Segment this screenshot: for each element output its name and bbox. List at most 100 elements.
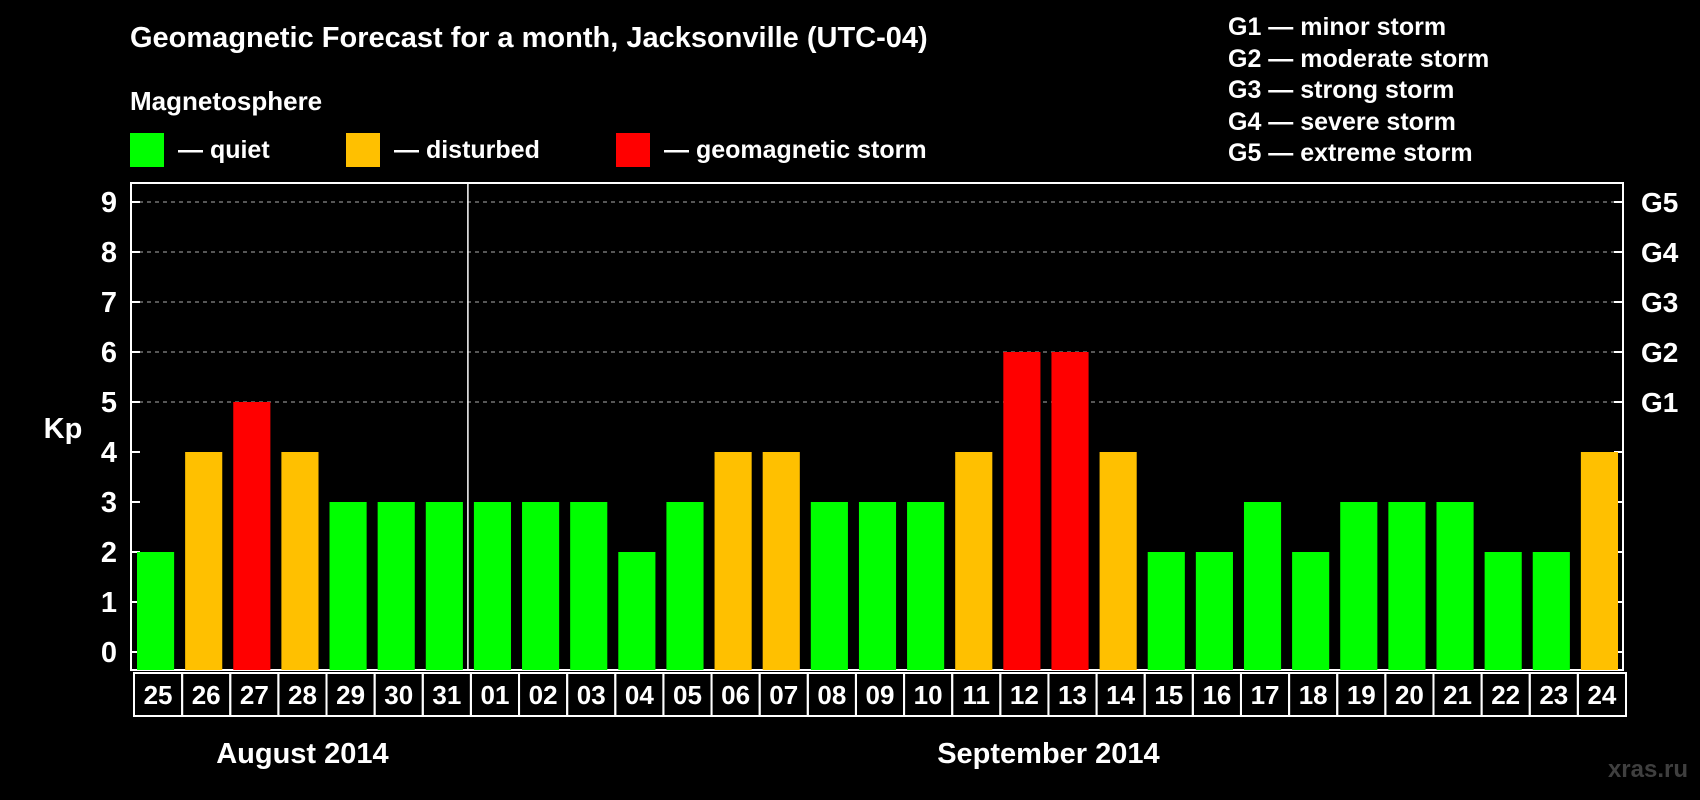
- x-tick-label-10: 10: [914, 680, 943, 710]
- bar-25: [137, 552, 175, 670]
- bar-04: [618, 552, 656, 670]
- right-axis-label-g5: G5: [1641, 187, 1678, 218]
- bar-10: [907, 502, 945, 670]
- x-tick-label-12: 12: [1010, 680, 1039, 710]
- watermark: xras.ru: [1607, 756, 1688, 783]
- date-cell-24: [1576, 672, 1628, 717]
- storm-level-list: G1 — minor storm G2 — moderate storm G3 …: [1228, 12, 1489, 170]
- y-axis-label: Kp: [44, 413, 83, 445]
- x-tick-label-08: 08: [817, 680, 846, 710]
- bar-24: [1580, 452, 1618, 670]
- y-tick-label-1: 1: [101, 587, 117, 619]
- x-tick-label-27: 27: [240, 680, 269, 710]
- bar-13: [1051, 352, 1089, 670]
- x-tick-label-22: 22: [1491, 680, 1520, 710]
- legend-item-disturbed: — disturbed: [346, 133, 540, 167]
- x-tick-label-29: 29: [336, 680, 365, 710]
- right-axis-label-g4: G4: [1641, 237, 1679, 268]
- bar-11: [955, 452, 993, 670]
- storm-level-g1: G1 — minor storm: [1228, 13, 1447, 41]
- x-tick-label-06: 06: [721, 680, 750, 710]
- x-tick-label-14: 14: [1106, 680, 1135, 710]
- storm-level-g5: G5 — extreme storm: [1228, 139, 1473, 167]
- bar-07: [762, 452, 800, 670]
- legend-swatch-storm: [616, 133, 650, 167]
- x-tick-label-21: 21: [1443, 680, 1472, 710]
- bar-28: [281, 452, 319, 670]
- x-tick-label-20: 20: [1395, 680, 1424, 710]
- x-tick-label-03: 03: [577, 680, 606, 710]
- x-tick-label-26: 26: [192, 680, 221, 710]
- x-tick-label-23: 23: [1539, 680, 1568, 710]
- x-tick-label-30: 30: [384, 680, 413, 710]
- bar-09: [858, 502, 897, 670]
- bar-12: [1003, 352, 1041, 670]
- y-tick-label-5: 5: [101, 387, 117, 419]
- x-tick-label-15: 15: [1154, 680, 1183, 710]
- bar-15: [1147, 552, 1185, 670]
- bar-31: [425, 502, 463, 670]
- bar-01: [473, 502, 512, 670]
- x-tick-label-24: 24: [1587, 680, 1616, 710]
- legend-heading: Magnetosphere: [130, 86, 323, 116]
- bar-05: [666, 502, 704, 670]
- storm-level-g2: G2 — moderate storm: [1228, 44, 1490, 73]
- y-tick-label-9: 9: [101, 187, 117, 219]
- x-tick-label-16: 16: [1202, 680, 1231, 710]
- chart-title: Geomagnetic Forecast for a month, Jackso…: [130, 22, 928, 54]
- x-tick-label-13: 13: [1058, 680, 1087, 710]
- legend-item-storm: — geomagnetic storm: [616, 133, 927, 167]
- x-tick-label-17: 17: [1251, 680, 1280, 710]
- legend-label-disturbed: — disturbed: [394, 135, 540, 164]
- x-tick-label-31: 31: [432, 680, 461, 710]
- y-tick-label-8: 8: [101, 237, 117, 269]
- month-label-august: August 2014: [216, 738, 388, 770]
- bar-29: [329, 502, 367, 670]
- bar-16: [1195, 552, 1233, 670]
- legend-item-quiet: — quiet: [130, 133, 270, 167]
- right-axis-label-g1: G1: [1641, 387, 1678, 418]
- y-tick-label-7: 7: [101, 287, 117, 319]
- x-tick-label-18: 18: [1299, 680, 1328, 710]
- storm-level-g4: G4 — severe storm: [1228, 107, 1456, 136]
- legend-swatch-disturbed: [346, 133, 380, 167]
- bar-26: [185, 452, 223, 670]
- bar-06: [714, 452, 752, 670]
- bar-14: [1099, 452, 1137, 670]
- right-axis-label-g2: G2: [1641, 337, 1678, 368]
- y-tick-label-4: 4: [101, 437, 117, 469]
- bar-17: [1243, 502, 1282, 670]
- y-tick-label-0: 0: [101, 637, 117, 669]
- x-tick-label-25: 25: [144, 680, 173, 710]
- bar-19: [1340, 502, 1378, 670]
- legend-label-quiet: — quiet: [178, 135, 270, 164]
- bar-20: [1388, 502, 1426, 670]
- x-tick-label-04: 04: [625, 680, 654, 710]
- y-tick-label-3: 3: [101, 487, 117, 519]
- x-tick-label-07: 07: [769, 680, 798, 710]
- x-tick-label-28: 28: [288, 680, 317, 710]
- y-tick-label-2: 2: [101, 537, 117, 569]
- y-tick-label-6: 6: [101, 337, 117, 369]
- x-tick-label-09: 09: [866, 680, 895, 710]
- legend-label-storm: — geomagnetic storm: [664, 135, 927, 164]
- bar-21: [1436, 502, 1474, 670]
- x-tick-label-11: 11: [963, 680, 991, 710]
- bar-22: [1484, 552, 1522, 670]
- storm-level-g3: G3 — strong storm: [1228, 76, 1455, 104]
- bar-18: [1292, 552, 1330, 670]
- bar-08: [810, 502, 848, 670]
- bar-03: [570, 502, 608, 670]
- x-tick-label-02: 02: [529, 680, 558, 710]
- x-tick-label-01: 01: [481, 680, 510, 710]
- bar-02: [522, 502, 560, 670]
- x-tick-label-19: 19: [1347, 680, 1376, 710]
- right-axis-label-g3: G3: [1641, 287, 1678, 318]
- bar-30: [377, 502, 415, 670]
- bar-27: [233, 402, 271, 670]
- legend-swatch-quiet: [130, 133, 164, 167]
- bar-23: [1532, 552, 1570, 670]
- month-label-september: September 2014: [937, 738, 1159, 770]
- x-tick-label-05: 05: [673, 680, 702, 710]
